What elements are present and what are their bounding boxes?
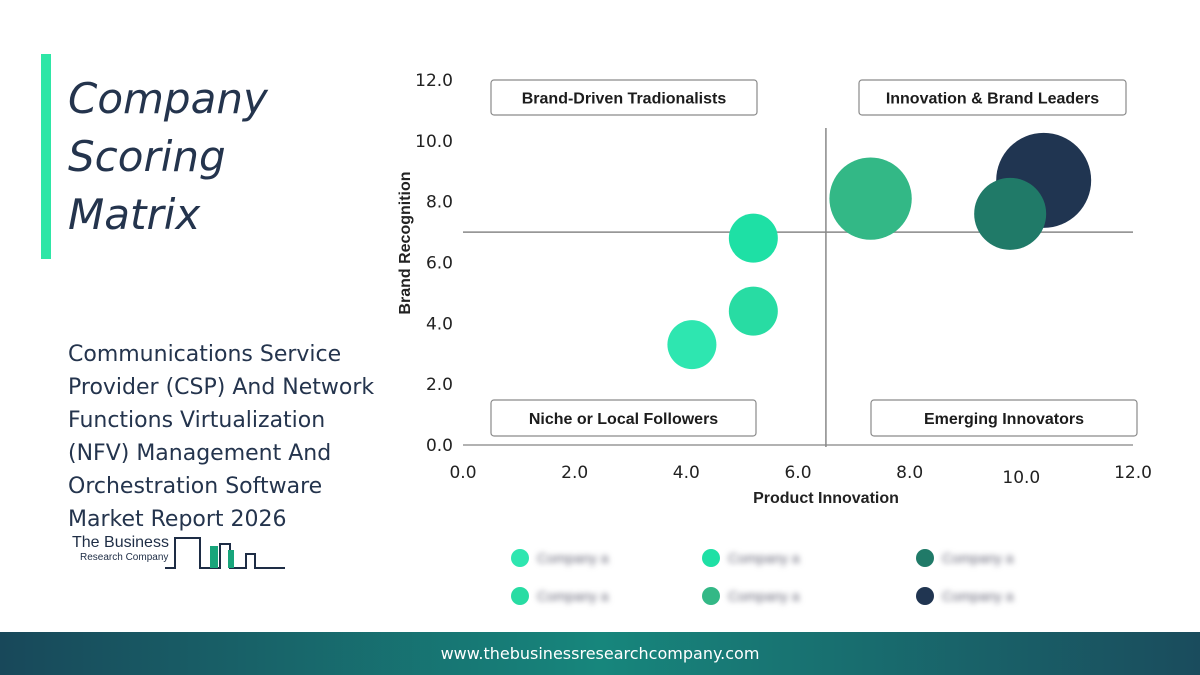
company-bubble-1 bbox=[667, 320, 717, 370]
y-tick-label: 8.0 bbox=[426, 193, 453, 213]
logo-text-line1: The Business bbox=[72, 534, 169, 551]
y-tick-label: 12.0 bbox=[415, 71, 453, 91]
y-tick-label: 0.0 bbox=[426, 436, 453, 456]
legend-label: Company a bbox=[728, 550, 800, 566]
quadrant-label-br: Emerging Innovators bbox=[924, 411, 1084, 428]
x-tick-label: 2.0 bbox=[561, 463, 588, 483]
legend-label: Company a bbox=[942, 550, 1014, 566]
legend-swatch bbox=[702, 587, 720, 605]
chart-legend: Company a Company a Company a Company a Comp… bbox=[500, 540, 1060, 610]
accent-bar bbox=[41, 54, 51, 259]
legend-item: Company a bbox=[916, 547, 1014, 569]
report-subtitle: Communications Service Provider (CSP) An… bbox=[68, 342, 375, 532]
quadrant-label-tl: Brand-Driven Tradionalists bbox=[522, 91, 727, 108]
legend-item: Company a bbox=[702, 585, 800, 607]
quadrant-box-br bbox=[870, 399, 1138, 437]
legend-label: Company a bbox=[942, 588, 1014, 604]
legend-item: Company a bbox=[511, 547, 609, 569]
y-tick-label: 2.0 bbox=[426, 375, 453, 395]
quadrant-box-bl bbox=[490, 399, 757, 437]
company-bubble-4 bbox=[829, 157, 912, 240]
legend-swatch bbox=[916, 549, 934, 567]
company-bubble-3 bbox=[728, 213, 778, 263]
x-axis-label: Product Innovation bbox=[753, 490, 899, 507]
legend-swatch bbox=[511, 587, 529, 605]
legend-label: Company a bbox=[728, 588, 800, 604]
x-tick-label: 8.0 bbox=[896, 463, 923, 483]
legend-item: Company a bbox=[702, 547, 800, 569]
x-tick-label: 12.0 bbox=[1114, 463, 1152, 483]
y-tick-label: 6.0 bbox=[426, 254, 453, 274]
logo-text-line2: Research Company bbox=[80, 552, 169, 563]
legend-item: Company a bbox=[511, 585, 609, 607]
legend-swatch bbox=[702, 549, 720, 567]
x-tick-label: 0.0 bbox=[449, 463, 476, 483]
legend-swatch bbox=[511, 549, 529, 567]
legend-swatch bbox=[916, 587, 934, 605]
company-bubble-2 bbox=[728, 286, 778, 336]
quadrant-label-tr: Innovation & Brand Leaders bbox=[886, 91, 1099, 108]
company-bubble-6 bbox=[974, 177, 1047, 250]
quadrant-box-tl bbox=[490, 79, 758, 116]
x-tick-label: 4.0 bbox=[673, 463, 700, 483]
y-tick-label: 4.0 bbox=[426, 314, 453, 334]
scoring-matrix-chart: 0.0 2.0 4.0 6.0 8.0 10.0 12.0 0.0 2.0 4.0 6.0 8.0 10… bbox=[397, 71, 1152, 507]
y-axis-label: Brand Recognition bbox=[397, 171, 414, 314]
legend-item: Company a bbox=[916, 585, 1014, 607]
x-tick-label: 6.0 bbox=[784, 463, 811, 483]
legend-label: Company a bbox=[537, 550, 609, 566]
quadrant-box-tr bbox=[858, 79, 1127, 116]
page-title: Company Scoring Matrix bbox=[68, 74, 268, 239]
quadrant-label-bl: Niche or Local Followers bbox=[529, 411, 718, 428]
x-tick-label: 10.0 bbox=[1002, 468, 1040, 488]
footer-bar: www.thebusinessresearchcompany.com bbox=[0, 632, 1200, 675]
logo-graphic bbox=[165, 537, 285, 569]
company-logo: The Business Research Company bbox=[70, 530, 290, 575]
footer-website-link[interactable]: www.thebusinessresearchcompany.com bbox=[440, 644, 760, 663]
y-tick-label: 10.0 bbox=[415, 132, 453, 152]
legend-label: Company a bbox=[537, 588, 609, 604]
